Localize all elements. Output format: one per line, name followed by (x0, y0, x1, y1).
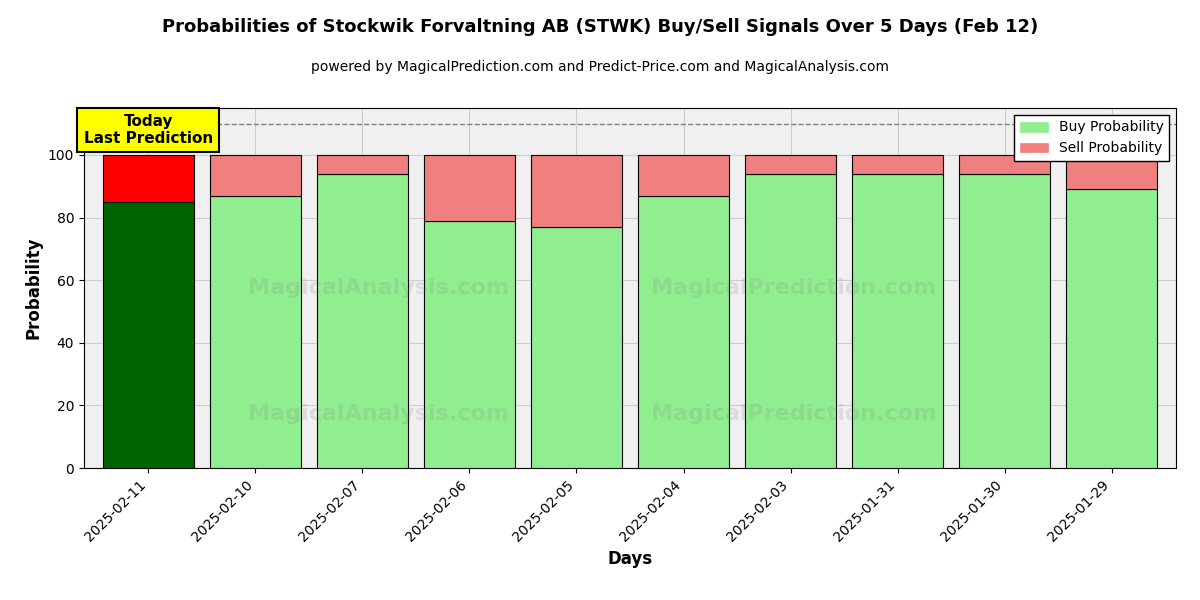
Bar (103, 155, 193, 202)
Bar (424, 155, 515, 221)
Bar (424, 221, 515, 468)
Text: MagicalPrediction.com: MagicalPrediction.com (652, 278, 936, 298)
Bar (1067, 190, 1157, 468)
Y-axis label: Probability: Probability (24, 237, 42, 339)
Bar (210, 155, 301, 196)
Bar (959, 174, 1050, 468)
Bar (1067, 155, 1157, 190)
Text: Probabilities of Stockwik Forvaltning AB (STWK) Buy/Sell Signals Over 5 Days (Fe: Probabilities of Stockwik Forvaltning AB… (162, 18, 1038, 36)
Bar (317, 174, 408, 468)
Text: Today
Last Prediction: Today Last Prediction (84, 114, 212, 146)
Bar (638, 155, 730, 196)
Bar (638, 196, 730, 468)
Legend: Buy Probability, Sell Probability: Buy Probability, Sell Probability (1014, 115, 1169, 161)
Text: powered by MagicalPrediction.com and Predict-Price.com and MagicalAnalysis.com: powered by MagicalPrediction.com and Pre… (311, 60, 889, 74)
Text: MagicalPrediction.com: MagicalPrediction.com (652, 404, 936, 424)
Bar (317, 155, 408, 174)
Bar (745, 155, 836, 174)
Bar (210, 196, 301, 468)
Bar (745, 174, 836, 468)
Text: MagicalAnalysis.com: MagicalAnalysis.com (248, 278, 510, 298)
Bar (103, 202, 193, 468)
X-axis label: Days: Days (607, 550, 653, 568)
Bar (530, 227, 622, 468)
Bar (852, 155, 943, 174)
Bar (852, 174, 943, 468)
Bar (959, 155, 1050, 174)
Text: MagicalAnalysis.com: MagicalAnalysis.com (248, 404, 510, 424)
Bar (530, 155, 622, 227)
